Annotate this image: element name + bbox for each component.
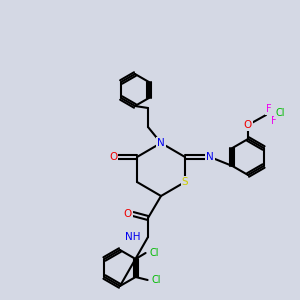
Text: O: O xyxy=(244,120,252,130)
Text: F: F xyxy=(266,104,272,114)
Text: Cl: Cl xyxy=(152,275,161,285)
Text: N: N xyxy=(206,152,214,162)
Text: O: O xyxy=(124,209,132,219)
Text: NH: NH xyxy=(124,232,140,242)
Text: S: S xyxy=(182,177,188,187)
Text: F: F xyxy=(271,116,277,126)
Text: Cl: Cl xyxy=(150,248,159,258)
Text: Cl: Cl xyxy=(275,108,285,118)
Text: N: N xyxy=(157,138,165,148)
Text: O: O xyxy=(109,152,117,162)
